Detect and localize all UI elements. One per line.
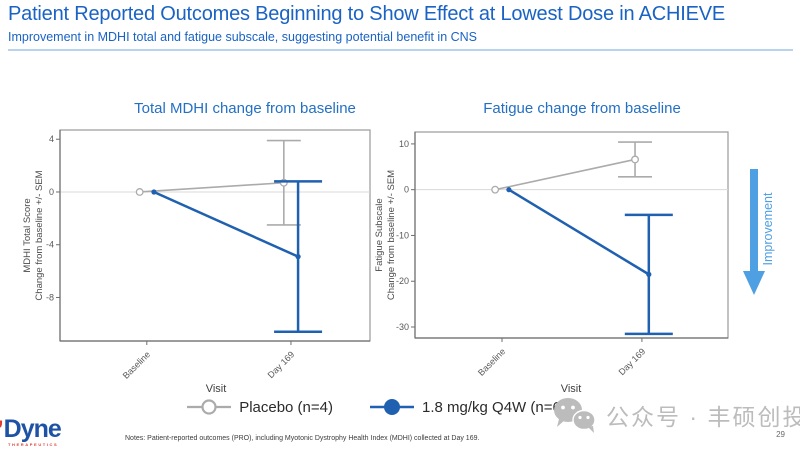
svg-text:-20: -20 [396,276,409,286]
svg-text:Day 169: Day 169 [266,349,297,380]
svg-text:Fatigue change from baseline: Fatigue change from baseline [483,100,681,117]
svg-text:Total MDHI change from baselin: Total MDHI change from baseline [134,100,356,117]
svg-text:Visit: Visit [561,383,582,395]
svg-text:10: 10 [399,139,409,149]
slide-header: Patient Reported Outcomes Beginning to S… [8,3,796,44]
page-title: Patient Reported Outcomes Beginning to S… [8,3,726,25]
header-divider [8,49,793,51]
treatment-marker-icon [370,399,414,415]
page-subtitle: Improvement in MDHI total and fatigue su… [8,30,478,44]
dyne-logo: ’Dyne THERAPEUTICS [0,415,62,447]
svg-text:4: 4 [49,134,54,144]
wechat-icon [554,398,596,433]
legend-item-treatment: 1.8 mg/kg Q4W (n=6) [369,397,566,417]
logo-apostrophe: ’ [0,416,4,443]
legend-label-treatment: 1.8 mg/kg Q4W (n=6) [422,398,566,416]
logo-wordmark: Dyne [3,415,62,443]
footer-notes: Notes: Patient-reported outcomes (PRO), … [125,435,480,442]
svg-text:Day 169: Day 169 [617,346,648,377]
svg-text:MDHI Total Score: MDHI Total Score [22,198,33,272]
svg-text:Baseline: Baseline [121,349,152,380]
svg-text:-10: -10 [396,230,409,240]
svg-text:Baseline: Baseline [476,346,507,377]
svg-text:Fatigue Subscale: Fatigue Subscale [374,198,385,271]
watermark: 公众号 · 丰硕创投 [552,396,800,434]
svg-text:Change from baseline +/- SEM: Change from baseline +/- SEM [386,170,397,300]
svg-text:-8: -8 [46,292,54,302]
improvement-arrow: Improvement [743,169,775,295]
svg-text:0: 0 [49,187,54,197]
svg-text:Visit: Visit [206,383,227,395]
svg-text:-4: -4 [46,240,54,250]
svg-text:0: 0 [404,185,409,195]
improvement-arrow-head [743,271,765,295]
logo-subtext: THERAPEUTICS [8,442,59,447]
improvement-arrow-shaft [750,169,758,272]
placebo-marker-icon [187,399,232,415]
mdhi-total-chart: 4 0 -4 -8 Baseline Day 169 Total MDHI change f… [22,100,371,395]
svg-text:Change from baseline +/- SEM: Change from baseline +/- SEM [34,170,45,300]
chart-legend: Placebo (n=4) 1.8 mg/kg Q4W (n=6) [0,397,766,417]
legend-label-placebo: Placebo (n=4) [239,398,333,416]
improvement-label: Improvement [761,192,775,265]
svg-text:-30: -30 [396,322,409,332]
legend-item-placebo: Placebo (n=4) [186,397,333,417]
watermark-text: 公众号 · 丰硕创投 [606,404,800,430]
fatigue-chart: 10 0 -10 -20 -30 Baseline Day 169 Fatigue chang… [374,100,729,395]
page-number: 29 [776,430,785,439]
